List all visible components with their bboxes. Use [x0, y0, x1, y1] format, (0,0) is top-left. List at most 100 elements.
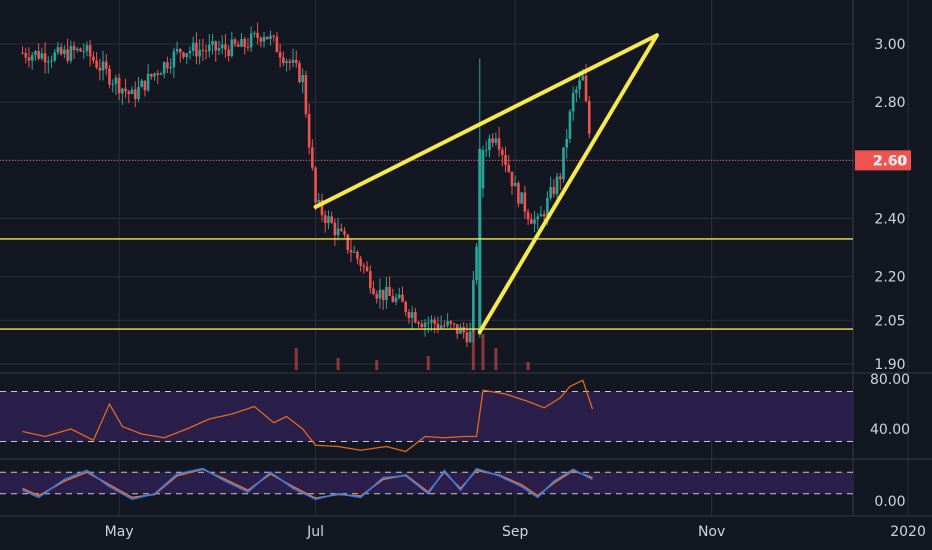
time-tick-label: 2020	[890, 524, 926, 540]
candle-body	[327, 216, 330, 224]
candle-body	[285, 61, 288, 64]
candle-body	[301, 75, 304, 83]
candle-body	[549, 187, 552, 199]
candle-body	[330, 216, 333, 223]
candle-body	[394, 297, 398, 302]
candle-body	[198, 49, 201, 57]
candle-body	[443, 325, 446, 327]
candle-body	[220, 44, 224, 49]
candle-body	[410, 312, 414, 318]
volume-bar	[526, 362, 530, 370]
candle-body	[558, 176, 562, 180]
candle-body	[262, 36, 266, 42]
volume-bar	[336, 358, 340, 370]
candle-body	[275, 36, 279, 53]
candle-body	[288, 61, 292, 63]
volume-bar	[494, 348, 498, 370]
candle-body	[133, 89, 137, 100]
candle-body	[72, 46, 76, 51]
rsi-tick-label: 40.00	[870, 422, 910, 438]
candle-body	[388, 286, 391, 296]
candle-body	[314, 167, 317, 203]
candle-body	[294, 59, 298, 63]
candle-body	[523, 192, 527, 212]
price-tick-label: 2.80	[874, 95, 905, 111]
candle-body	[397, 294, 401, 298]
spike-candle-body	[478, 148, 482, 335]
candle-body	[378, 289, 382, 299]
candle-body	[114, 77, 118, 84]
candle-body	[533, 219, 536, 224]
candle-body	[420, 324, 424, 328]
candle-body	[217, 48, 221, 51]
candle-body	[140, 80, 143, 87]
candle-body	[307, 114, 311, 148]
candle-body	[104, 61, 108, 69]
candle-body	[587, 101, 591, 134]
volume-bar	[294, 348, 298, 370]
candle-body	[491, 138, 494, 143]
candle-body	[130, 89, 134, 94]
candle-body	[333, 222, 337, 236]
candle-body	[291, 59, 295, 63]
candle-body	[82, 51, 86, 53]
candle-body	[304, 75, 308, 115]
candle-body	[546, 198, 549, 217]
price-tick-label: 3.00	[874, 37, 905, 53]
candle-body	[211, 41, 214, 45]
candle-body	[240, 38, 243, 47]
candle-body	[269, 35, 272, 40]
candle-body	[272, 35, 275, 37]
candle-body	[124, 88, 127, 92]
price-tick-label: 1.90	[874, 357, 905, 373]
candle-body	[182, 52, 185, 58]
candle-body	[385, 286, 388, 300]
candle-body	[85, 45, 89, 52]
candle-body	[520, 192, 523, 204]
candle-body	[127, 91, 131, 94]
candle-body	[95, 60, 98, 68]
candle-body	[24, 52, 28, 58]
candle-body	[146, 73, 150, 91]
candle-body	[53, 52, 57, 61]
trendline-lower	[477, 33, 659, 334]
stoch-tick-label: 0.00	[874, 494, 905, 510]
candle-body	[108, 68, 111, 85]
candle-body	[568, 111, 572, 139]
candle-body	[571, 92, 575, 112]
candle-body	[404, 301, 408, 313]
candle-body	[359, 258, 362, 266]
candle-body	[552, 187, 556, 195]
candle-body	[59, 47, 63, 55]
volume-bar	[375, 360, 379, 370]
candle-body	[423, 322, 427, 328]
candle-body	[542, 214, 546, 217]
candle-body	[265, 36, 269, 40]
candle-body	[340, 228, 343, 231]
candle-body	[185, 53, 189, 58]
candle-body	[581, 75, 585, 81]
candle-body	[256, 32, 259, 38]
candle-body	[121, 88, 124, 94]
candle-body	[513, 183, 517, 187]
volume-bar	[426, 356, 430, 370]
candle-body	[504, 155, 507, 165]
candle-body	[259, 37, 263, 42]
candle-body	[375, 294, 379, 299]
candle-body	[166, 62, 169, 69]
candle-body	[66, 49, 69, 61]
candle-body	[179, 48, 182, 53]
candle-body	[56, 47, 60, 53]
time-tick-label: May	[105, 524, 134, 540]
candle-body	[465, 332, 469, 343]
candle-body	[526, 211, 530, 220]
candle-body	[230, 39, 234, 57]
candle-body	[462, 327, 465, 333]
candle-body	[92, 56, 95, 61]
candle-body	[201, 49, 205, 51]
rsi-line	[22, 379, 594, 453]
candle-body	[510, 171, 514, 187]
candle-body	[536, 216, 540, 220]
